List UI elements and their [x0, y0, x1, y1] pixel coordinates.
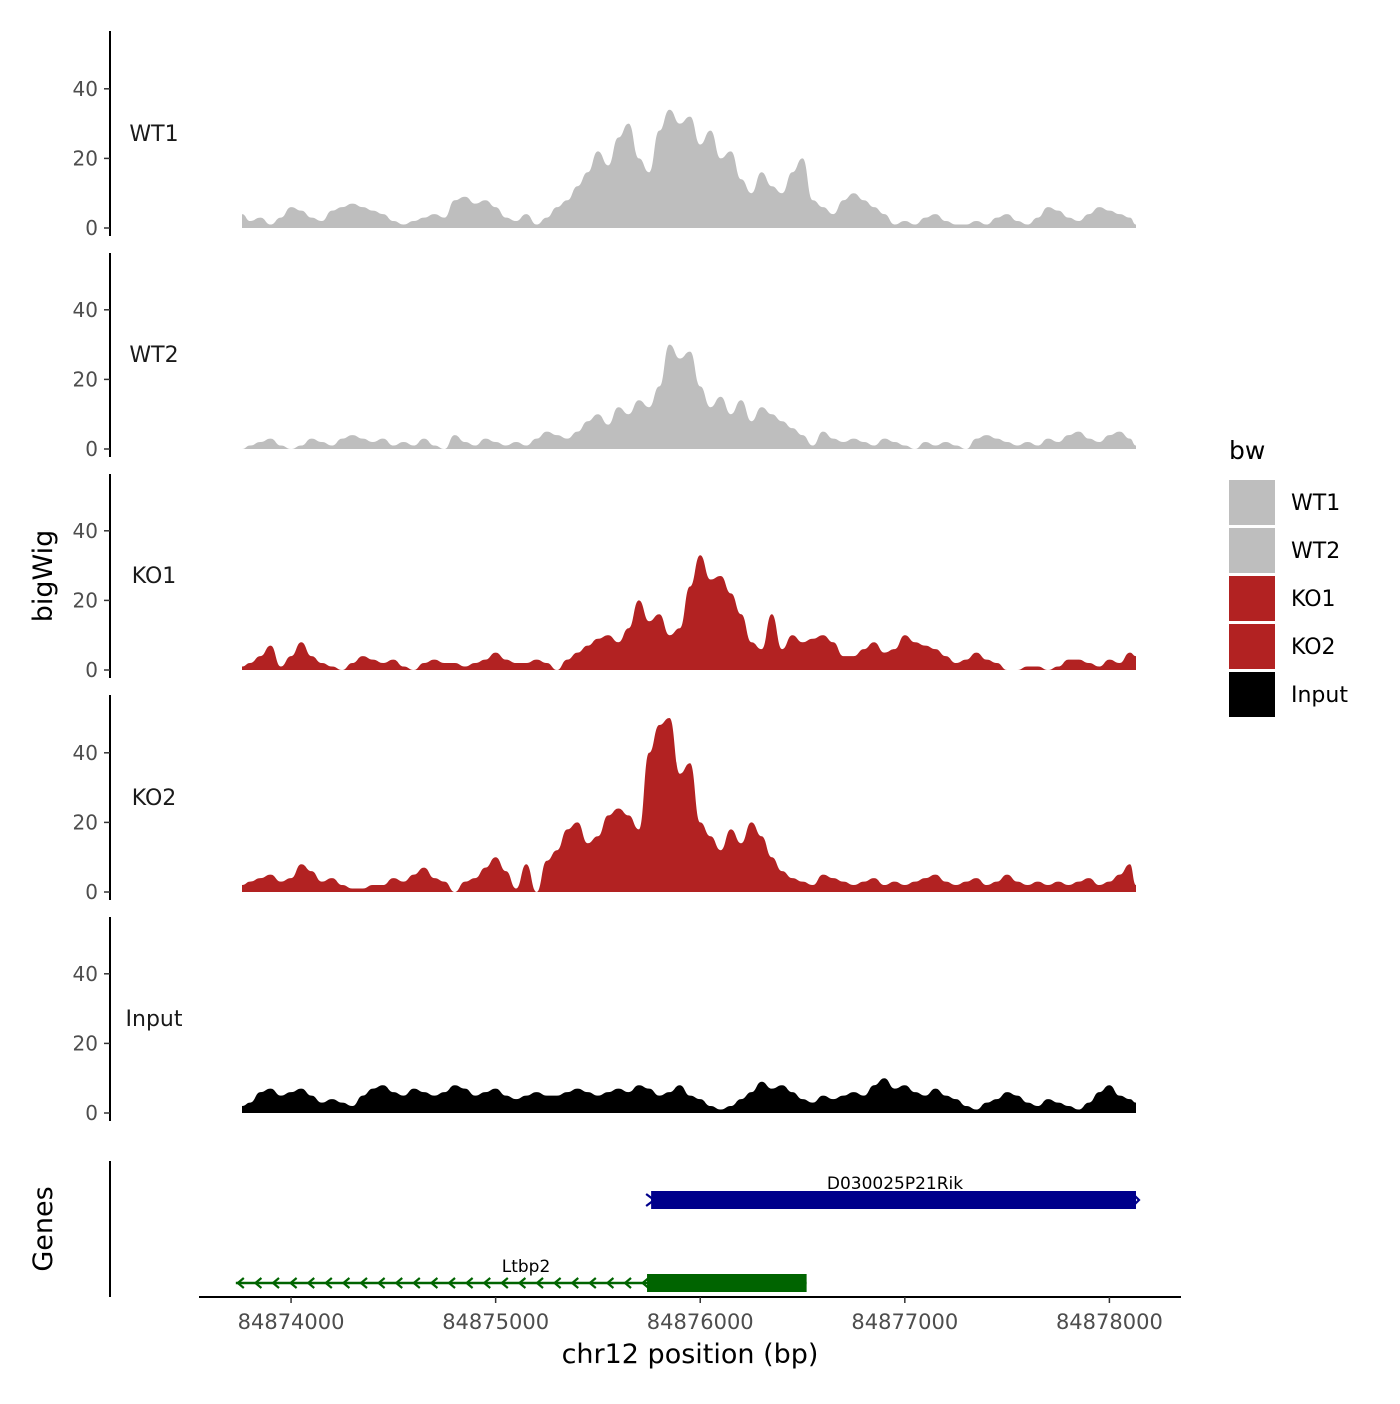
- strand-arrow: [552, 1277, 562, 1289]
- strand-arrow: [588, 1277, 597, 1289]
- strand-arrow: [640, 1277, 650, 1289]
- track-ko2: 0 20 40 KO2: [73, 695, 1136, 904]
- strand-arrow: [236, 1277, 245, 1289]
- gene-d030025p21rik: D030025P21Rik: [645, 1174, 1141, 1209]
- x-axis: chr12 position (bp) 84874000 84875000 8487…: [199, 1296, 1181, 1370]
- y-tick-label: 40: [73, 962, 98, 986]
- legend-title: bw: [1229, 436, 1265, 465]
- track-label: Input: [126, 1007, 183, 1032]
- strand-arrow: [288, 1277, 298, 1289]
- strand-arrow: [271, 1277, 280, 1289]
- gene-track-title: Genes: [28, 1186, 59, 1271]
- legend-key-wt2: [1229, 528, 1275, 573]
- strand-arrow: [324, 1277, 333, 1289]
- strand-arrow: [253, 1277, 263, 1289]
- y-tick-label: 40: [73, 741, 98, 765]
- strand-arrow: [341, 1277, 351, 1289]
- strand-arrow: [500, 1277, 509, 1289]
- y-tick-label: 20: [73, 588, 98, 612]
- y-tick-label: 0: [85, 1101, 98, 1125]
- strand-arrow: [306, 1277, 315, 1289]
- y-tick-label: 40: [73, 298, 98, 322]
- coverage-tracks: 0 20 40 WT1 0 20 40 WT2 0 20 40 KO1 0 20 40 KO2 0 20 40 Inp…: [73, 31, 1136, 1125]
- gene-name: D030025P21Rik: [827, 1174, 963, 1194]
- y-tick-label: 20: [73, 1031, 98, 1055]
- track-ko1: 0 20 40 KO1: [73, 474, 1136, 682]
- y-tick-label: 0: [85, 880, 98, 904]
- gene-name: Ltbp2: [502, 1257, 551, 1277]
- x-tick-label: 84875000: [442, 1310, 549, 1334]
- strand-arrow: [376, 1277, 386, 1289]
- legend-label-ko1: KO1: [1291, 587, 1336, 612]
- gene-exon: [647, 1274, 807, 1292]
- x-tick-label: 84876000: [647, 1310, 754, 1334]
- coverage-area-ko2: [242, 718, 1136, 892]
- strand-arrow: [605, 1277, 615, 1289]
- track-wt2: 0 20 40 WT2: [73, 253, 1136, 461]
- strand-arrow: [623, 1277, 632, 1289]
- x-axis-title: chr12 position (bp): [562, 1339, 819, 1370]
- legend-label-input: Input: [1291, 683, 1348, 708]
- y-tick-label: 20: [73, 810, 98, 834]
- gene-exon: [651, 1191, 1136, 1209]
- legend-key-ko1: [1229, 576, 1275, 621]
- x-tick-label: 84874000: [238, 1310, 345, 1334]
- track-label: WT1: [129, 122, 178, 147]
- strand-arrow: [359, 1277, 368, 1289]
- track-wt1: 0 20 40 WT1: [73, 31, 1136, 240]
- y-axis-title: bigWig: [28, 530, 59, 623]
- coverage-area-ko1: [242, 555, 1136, 670]
- y-tick-label: 20: [73, 146, 98, 170]
- legend-key-wt1: [1229, 480, 1275, 525]
- legend-label-wt2: WT2: [1291, 539, 1340, 564]
- strand-arrow: [447, 1277, 456, 1289]
- coverage-area-wt1: [242, 109, 1136, 228]
- coverage-area-wt2: [242, 344, 1136, 449]
- y-tick-label: 40: [73, 77, 98, 101]
- y-tick-label: 0: [85, 216, 98, 240]
- coverage-area-input: [242, 1078, 1136, 1113]
- strand-arrow: [412, 1277, 421, 1289]
- x-tick-label: 84877000: [851, 1310, 958, 1334]
- strand-arrow: [429, 1277, 439, 1289]
- track-label: KO1: [132, 564, 177, 589]
- strand-arrow: [464, 1277, 474, 1289]
- legend: bw WT1 WT2 KO1 KO2 Input: [1229, 436, 1348, 717]
- legend-label-ko2: KO2: [1291, 635, 1336, 660]
- strand-arrow: [482, 1277, 491, 1289]
- legend-key-input: [1229, 672, 1275, 717]
- y-tick-label: 0: [85, 437, 98, 461]
- track-label: KO2: [132, 786, 177, 811]
- legend-label-wt1: WT1: [1291, 491, 1340, 516]
- y-tick-label: 40: [73, 519, 98, 543]
- strand-arrow: [570, 1277, 579, 1289]
- y-tick-label: 20: [73, 367, 98, 391]
- y-tick-label: 0: [85, 658, 98, 682]
- strand-arrow: [517, 1277, 527, 1289]
- strand-arrow: [535, 1277, 544, 1289]
- strand-arrow: [394, 1277, 403, 1289]
- track-label: WT2: [129, 343, 178, 368]
- legend-key-ko2: [1229, 624, 1275, 669]
- gene-ltbp2: Ltbp2: [235, 1257, 807, 1292]
- track-input: 0 20 40 Input: [73, 917, 1136, 1125]
- gene-track: D030025P21Rik Ltbp2: [109, 1161, 1141, 1297]
- x-tick-label: 84878000: [1056, 1310, 1163, 1334]
